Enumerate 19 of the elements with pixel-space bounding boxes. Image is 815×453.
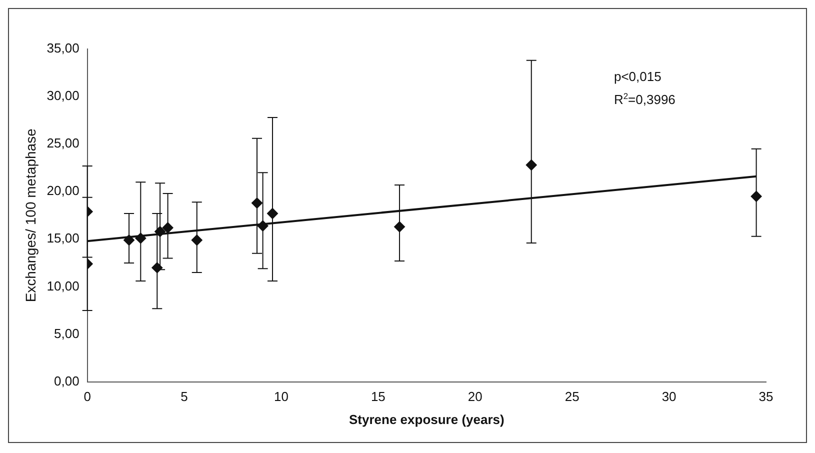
y-tick-label: 15,00 — [46, 230, 80, 246]
y-tick-label: 25,00 — [46, 136, 80, 151]
y-tick-label: 20,00 — [46, 183, 80, 198]
y-tick-label: 30,00 — [46, 88, 80, 104]
annotation: p<0,015 — [614, 69, 662, 84]
x-tick-label: 0 — [84, 389, 91, 404]
y-tick-label: 0,00 — [54, 373, 80, 388]
x-tick-label: 5 — [180, 389, 188, 404]
x-tick-label: 30 — [662, 389, 676, 404]
x-tick-label: 10 — [274, 389, 288, 404]
x-axis-title: Styrene exposure (years) — [348, 412, 504, 427]
y-tick-label: 35,00 — [46, 40, 80, 56]
x-tick-label: 25 — [564, 389, 580, 404]
x-tick-label: 35 — [758, 389, 774, 404]
x-tick-label: 20 — [468, 389, 482, 404]
y-axis-title: Exchanges/ 100 metaphase — [22, 128, 38, 302]
y-tick-label: 5,00 — [54, 326, 80, 341]
x-tick-label: 15 — [370, 389, 386, 404]
y-tick-label: 10,00 — [46, 278, 80, 294]
